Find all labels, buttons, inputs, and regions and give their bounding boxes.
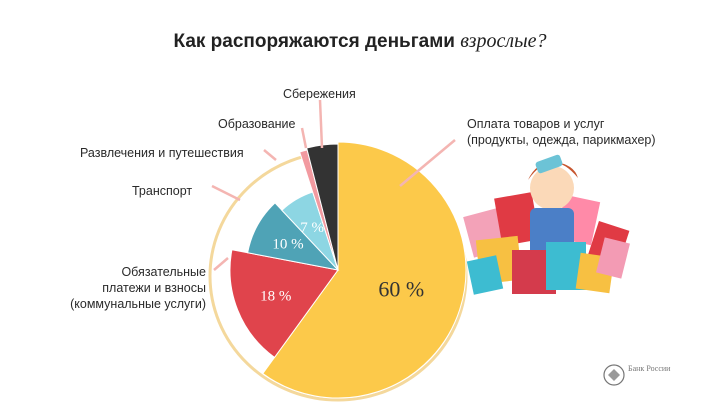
value-label-entertainment: 7 % (300, 220, 324, 236)
label-line: (продукты, одежда, парикмахер) (467, 133, 656, 147)
leader-line-mandatory (213, 257, 229, 271)
label-line: Обязательные (121, 265, 206, 279)
label-transport: Транспорт (132, 183, 192, 199)
label-goods: Оплата товаров и услуг (продукты, одежда,… (467, 116, 697, 148)
leader-line-transport (211, 184, 241, 202)
label-entertainment: Развлечения и путешествия (80, 145, 244, 161)
chart-title: Как распоряжаются деньгами взрослые? (0, 30, 720, 53)
label-education: Образование (218, 116, 295, 132)
label-mandatory: Обязательные платежи и взносы (коммунальны… (30, 264, 206, 312)
leader-line-education (300, 127, 308, 149)
bank-logo (603, 364, 625, 386)
label-line: Образование (218, 117, 296, 131)
title-italic: взрослые? (460, 30, 547, 52)
title-bold: Как распоряжаются деньгами (173, 31, 455, 52)
leader-line-goods (399, 139, 456, 187)
pie-slice-goods (262, 141, 467, 399)
label-savings: Сбережения (283, 86, 356, 102)
label-line: Транспорт (132, 184, 193, 198)
value-label-transport: 10 % (272, 237, 303, 253)
label-line: Развлечения и путешествия (80, 146, 244, 160)
value-label-mandatory: 18 % (260, 289, 291, 305)
footer-brand: Банк России (628, 364, 671, 373)
value-label-goods: 60 % (378, 277, 424, 302)
pie-slice-mandatory (229, 249, 339, 359)
label-line: Сбережения (283, 87, 356, 101)
shopping-girl-illustration (463, 154, 630, 295)
label-line: Оплата товаров и услуг (467, 117, 605, 131)
leader-line-entertainment (263, 149, 277, 161)
leader-line-savings (318, 99, 324, 149)
label-line: платежи и взносы (102, 281, 206, 295)
label-line: (коммунальные услуги) (70, 297, 206, 311)
pie-slice-transport (247, 202, 340, 271)
